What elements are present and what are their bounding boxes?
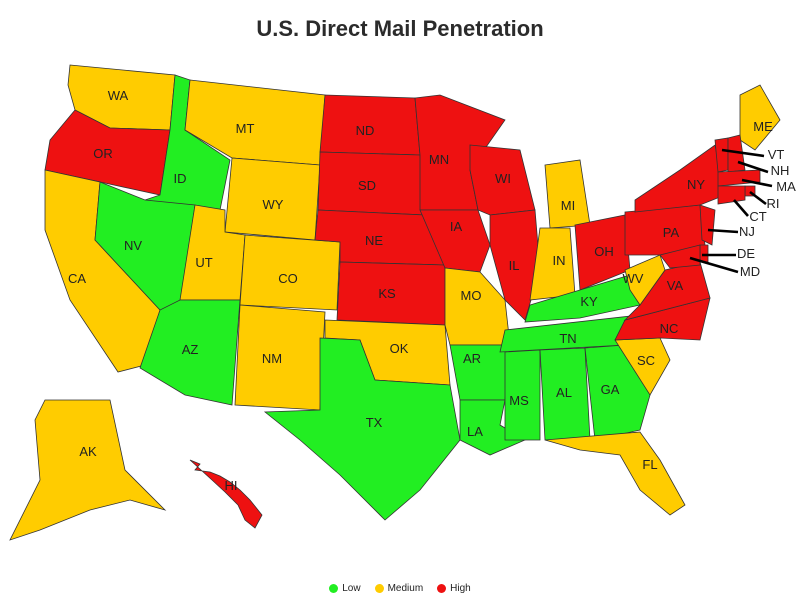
- state-label-fl: FL: [642, 457, 657, 472]
- state-label-hi: HI: [225, 478, 238, 493]
- legend-swatch-high: [437, 584, 447, 593]
- state-ms: [504, 349, 541, 441]
- state-ia: [419, 209, 491, 273]
- state-ak: [9, 399, 167, 541]
- state-label-nv: NV: [124, 238, 142, 253]
- state-label-il: IL: [509, 258, 520, 273]
- state-label-al: AL: [556, 385, 572, 400]
- state-label-ma: MA: [776, 179, 796, 194]
- state-label-mi: MI: [561, 198, 575, 213]
- state-label-ks: KS: [378, 286, 396, 301]
- state-fl: [544, 431, 686, 516]
- state-label-la: LA: [467, 424, 483, 439]
- legend: Low Medium High: [0, 583, 800, 594]
- legend-item-medium: Medium: [374, 583, 424, 594]
- state-nj: [699, 204, 716, 246]
- state-label-mo: MO: [461, 288, 482, 303]
- state-co: [239, 234, 341, 311]
- state-label-oh: OH: [594, 244, 614, 259]
- state-il: [489, 209, 541, 321]
- state-label-wv: WV: [623, 271, 644, 286]
- state-label-nd: ND: [356, 123, 375, 138]
- state-label-ok: OK: [390, 341, 409, 356]
- state-label-mn: MN: [429, 152, 449, 167]
- legend-label-high: High: [450, 583, 471, 594]
- leader-line-vt: [721, 148, 765, 158]
- state-label-ms: MS: [509, 393, 529, 408]
- leader-line-md: [689, 256, 739, 274]
- state-label-de: DE: [737, 246, 755, 261]
- legend-label-medium: Medium: [387, 583, 424, 594]
- state-label-me: ME: [753, 119, 773, 134]
- legend-swatch-low: [329, 584, 339, 593]
- state-me: [739, 84, 781, 151]
- state-label-ar: AR: [463, 351, 481, 366]
- state-label-md: MD: [740, 264, 760, 279]
- leader-line-ma: [741, 178, 773, 188]
- leader-line-ri: [749, 190, 767, 206]
- state-label-va: VA: [667, 278, 684, 293]
- state-label-ne: NE: [365, 233, 383, 248]
- legend-item-high: High: [437, 583, 471, 594]
- state-label-sd: SD: [358, 178, 376, 193]
- state-label-mt: MT: [236, 121, 255, 136]
- state-md: [659, 244, 701, 269]
- state-label-nm: NM: [262, 351, 282, 366]
- state-label-id: ID: [174, 171, 187, 186]
- state-label-ny: NY: [687, 177, 705, 192]
- state-label-wi: WI: [495, 171, 511, 186]
- state-label-ky: KY: [580, 294, 598, 309]
- state-label-in: IN: [553, 253, 566, 268]
- state-label-wy: WY: [263, 197, 284, 212]
- legend-label-low: Low: [342, 583, 361, 594]
- state-de: [699, 244, 709, 263]
- map-title: U.S. Direct Mail Penetration: [256, 16, 544, 41]
- state-label-vt: VT: [768, 147, 785, 162]
- us-map: WA OR CA ID NV MT WY UT AZ CO NM ND SD NE KS OK TX MN IA MO…: [0, 50, 800, 580]
- leader-line-nj: [707, 228, 739, 234]
- state-label-nj: NJ: [739, 224, 755, 239]
- state-wv: [624, 254, 666, 306]
- leader-line-ct: [733, 199, 749, 217]
- state-label-sc: SC: [637, 353, 655, 368]
- state-label-az: AZ: [182, 342, 199, 357]
- state-label-nh: NH: [771, 163, 790, 178]
- state-label-ut: UT: [195, 255, 212, 270]
- state-label-tn: TN: [559, 331, 576, 346]
- state-label-ga: GA: [601, 382, 620, 397]
- state-ct: [717, 185, 746, 205]
- state-label-ct: CT: [749, 209, 766, 224]
- legend-item-low: Low: [329, 583, 361, 594]
- state-ny: [634, 144, 726, 213]
- state-label-nc: NC: [660, 321, 679, 336]
- state-label-or: OR: [93, 146, 113, 161]
- state-tx: [263, 337, 461, 521]
- leader-line-nh: [737, 160, 769, 174]
- state-label-ia: IA: [450, 219, 463, 234]
- state-label-ri: RI: [767, 196, 780, 211]
- state-label-wa: WA: [108, 88, 129, 103]
- state-label-ca: CA: [68, 271, 86, 286]
- state-label-tx: TX: [366, 415, 383, 430]
- state-label-co: CO: [278, 271, 298, 286]
- state-hi: [189, 459, 263, 529]
- state-label-ak: AK: [79, 444, 97, 459]
- state-mi: [544, 159, 591, 229]
- legend-swatch-medium: [374, 584, 384, 593]
- state-label-pa: PA: [663, 225, 680, 240]
